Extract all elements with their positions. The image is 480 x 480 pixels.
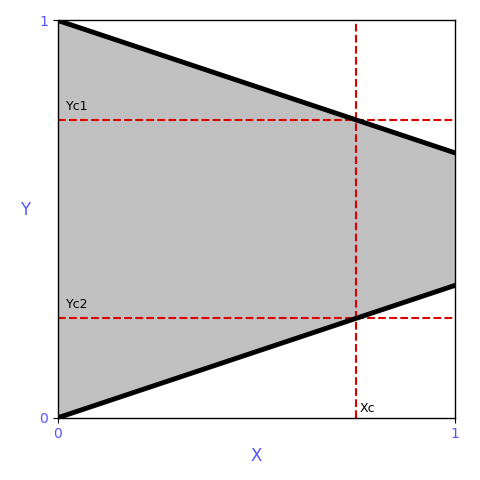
X-axis label: X: X [251, 447, 262, 465]
Text: Yc1: Yc1 [66, 100, 88, 113]
Text: Xc: Xc [360, 402, 375, 415]
Y-axis label: Y: Y [20, 201, 31, 219]
Text: Yc2: Yc2 [66, 299, 88, 312]
Polygon shape [58, 21, 455, 418]
